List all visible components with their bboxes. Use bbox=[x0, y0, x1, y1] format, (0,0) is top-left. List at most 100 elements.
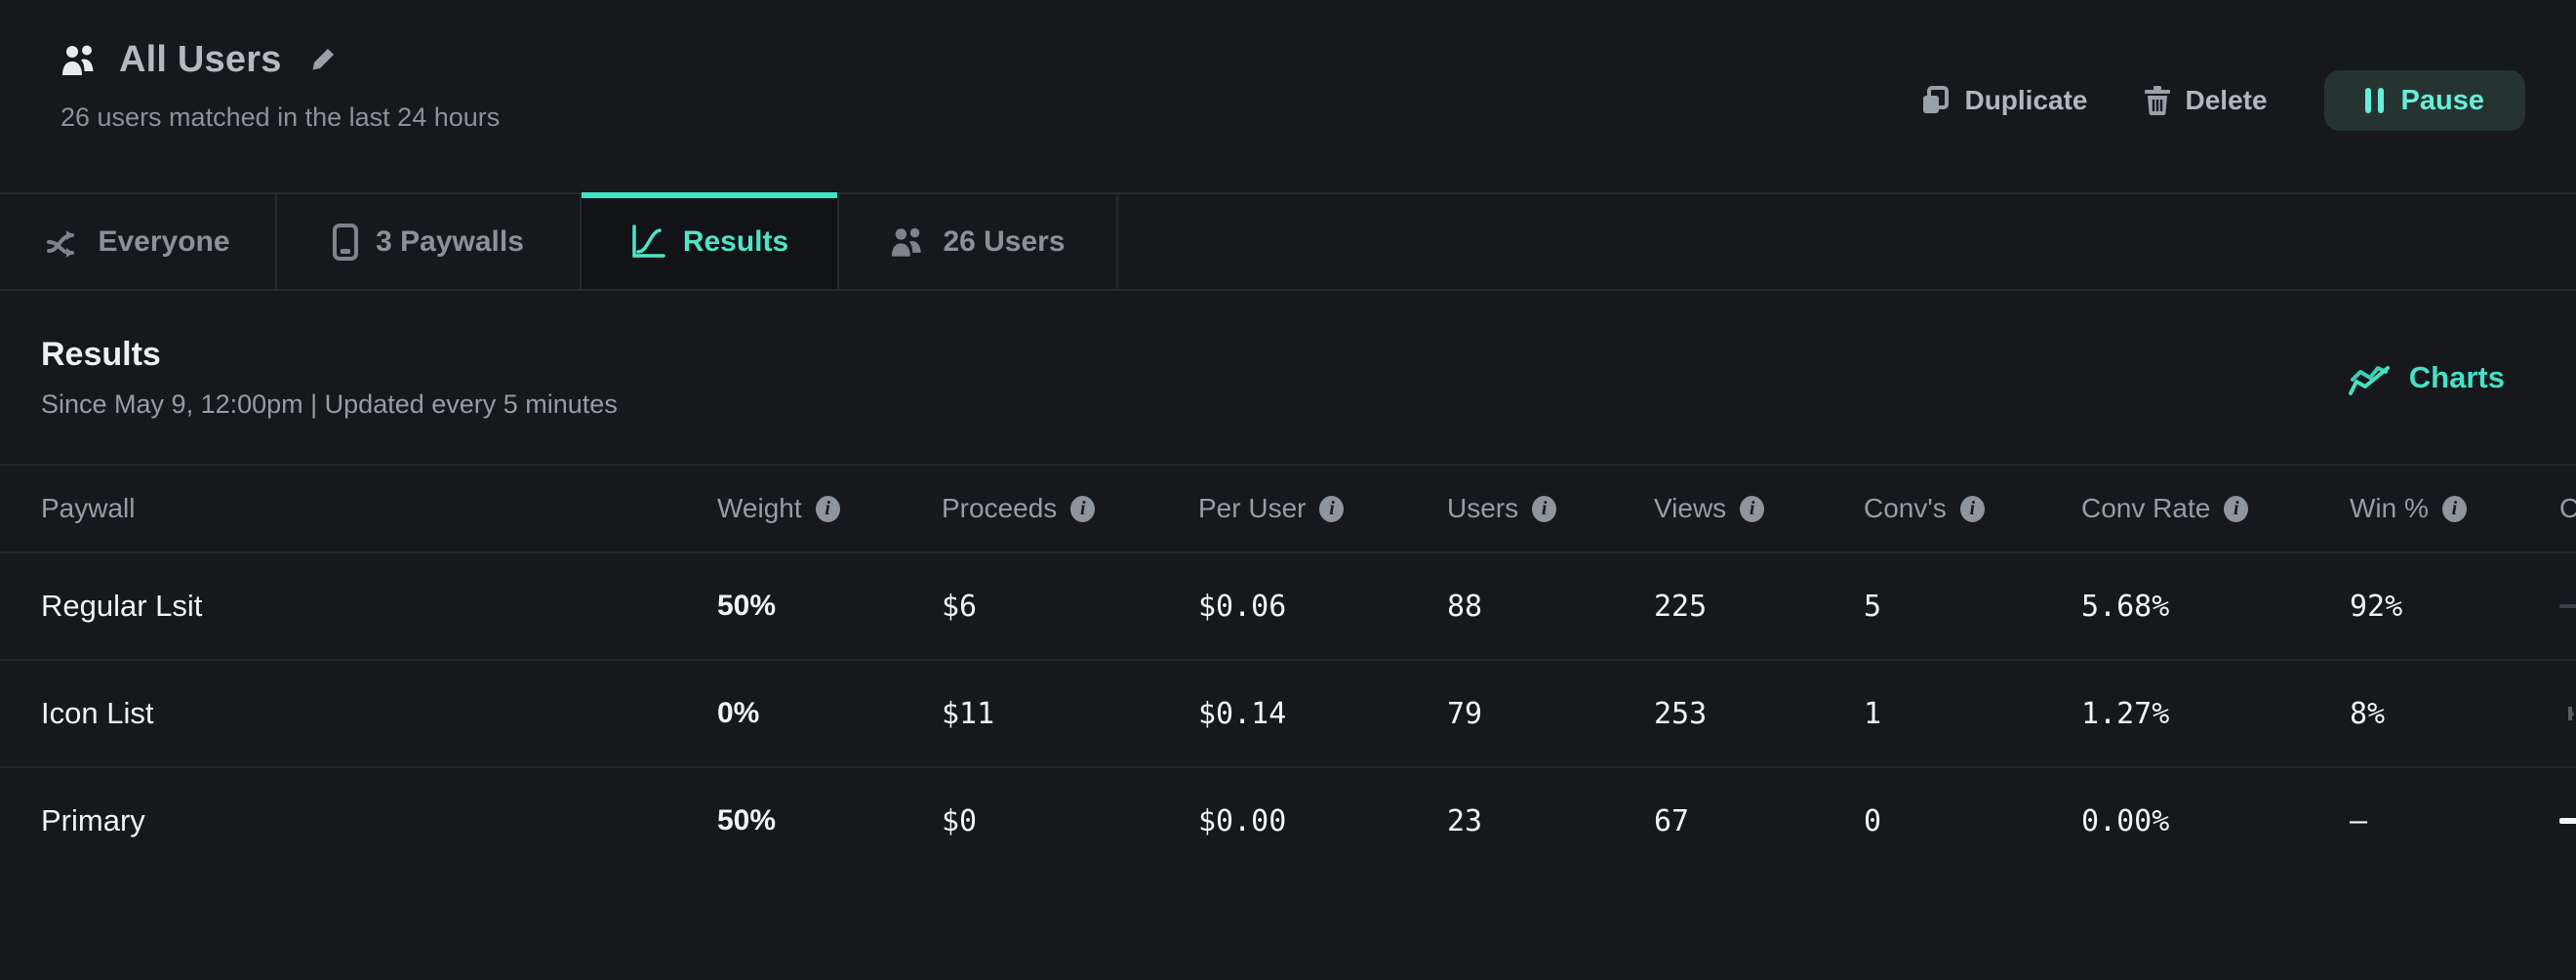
views-cell: 225 bbox=[1654, 589, 1708, 624]
info-icon[interactable]: i bbox=[1532, 495, 1557, 522]
column-header-last: C bbox=[2559, 493, 2576, 524]
page-title: All Users bbox=[119, 39, 282, 80]
column-label: C bbox=[2559, 493, 2576, 523]
tab-label: 26 Users bbox=[943, 225, 1066, 258]
trash-icon bbox=[2144, 86, 2170, 115]
tab-3-paywalls[interactable]: 3 Paywalls bbox=[277, 194, 582, 289]
column-header-proceeds: Proceeds i bbox=[942, 493, 1198, 524]
badge-fragment bbox=[2559, 696, 2576, 731]
column-label: Proceeds bbox=[942, 493, 1058, 523]
truncated-cell bbox=[2559, 696, 2576, 731]
tab-label: Results bbox=[682, 225, 789, 258]
views-cell: 253 bbox=[1654, 696, 1708, 731]
tabstrip: Everyone 3 Paywalls Results 26 Users bbox=[0, 192, 2576, 291]
table-row[interactable]: Regular Lsit 50% $6 $0.06 88 225 5 5.68% 92% bbox=[0, 551, 2576, 659]
column-header-conv_rate: Conv Rate i bbox=[2081, 493, 2350, 524]
dash-fragment bbox=[2559, 818, 2576, 824]
weight-cell: 0% bbox=[717, 697, 760, 729]
column-label: Win % bbox=[2350, 493, 2429, 523]
win-cell: – bbox=[2350, 803, 2368, 838]
table-row[interactable]: Primary 50% $0 $0.00 23 67 0 0.00% – bbox=[0, 766, 2576, 874]
convs-cell: 1 bbox=[1864, 696, 1882, 731]
users-icon bbox=[60, 45, 98, 75]
users-cell: 79 bbox=[1447, 696, 1483, 731]
tab-results[interactable]: Results bbox=[582, 192, 839, 289]
weight-cell: 50% bbox=[717, 804, 777, 837]
tab-label: 3 Paywalls bbox=[376, 225, 524, 258]
audience-filter-icon bbox=[45, 226, 80, 258]
truncated-cell bbox=[2559, 818, 2576, 824]
weight-cell: 50% bbox=[717, 590, 777, 622]
results-heading: Results bbox=[41, 335, 161, 373]
column-label: Users bbox=[1447, 493, 1519, 523]
paywall-name-cell: Regular Lsit bbox=[41, 589, 203, 623]
per-user-cell: $0.06 bbox=[1198, 589, 1287, 624]
proceeds-cell: $6 bbox=[942, 589, 978, 624]
info-icon[interactable]: i bbox=[1070, 495, 1096, 522]
tab-label: Everyone bbox=[98, 225, 230, 258]
column-header-win: Win % i bbox=[2350, 493, 2559, 524]
per-user-cell: $0.00 bbox=[1198, 803, 1287, 838]
conv-rate-cell: 5.68% bbox=[2081, 589, 2170, 624]
truncated-cell bbox=[2559, 604, 2576, 608]
info-icon[interactable]: i bbox=[1740, 495, 1765, 522]
column-header-convs: Conv's i bbox=[1864, 493, 2081, 524]
results-curve-icon bbox=[630, 224, 665, 260]
win-cell: 8% bbox=[2350, 696, 2386, 731]
proceeds-cell: $11 bbox=[942, 696, 995, 731]
matched-users-subtitle: 26 users matched in the last 24 hours bbox=[60, 102, 501, 132]
conv-rate-cell: 0.00% bbox=[2081, 803, 2170, 838]
delete-label: Delete bbox=[2185, 85, 2268, 115]
pause-button[interactable]: Pause bbox=[2323, 70, 2525, 131]
results-table: Paywall Weight i Proceeds i Per User i Users i Vi… bbox=[0, 464, 2576, 874]
users-cell: 23 bbox=[1447, 803, 1483, 838]
conv-rate-cell: 1.27% bbox=[2081, 696, 2170, 731]
charts-button[interactable]: Charts bbox=[2348, 359, 2505, 395]
proceeds-cell: $0 bbox=[942, 803, 978, 838]
app-header: All Users 26 users matched in the last 2… bbox=[0, 0, 2576, 192]
column-label: Paywall bbox=[41, 493, 136, 523]
win-cell: 92% bbox=[2350, 589, 2403, 624]
table-header-row: Paywall Weight i Proceeds i Per User i Users i Vi… bbox=[0, 464, 2576, 551]
column-header-paywall: Paywall bbox=[0, 493, 717, 524]
pause-icon bbox=[2364, 88, 2384, 113]
column-header-weight: Weight i bbox=[717, 493, 942, 524]
column-label: Conv's bbox=[1864, 493, 1947, 523]
convs-cell: 0 bbox=[1864, 803, 1882, 838]
results-subheading: Since May 9, 12:00pm | Updated every 5 m… bbox=[41, 388, 618, 419]
duplicate-icon bbox=[1921, 86, 1950, 115]
column-header-per_user: Per User i bbox=[1198, 493, 1447, 524]
info-icon[interactable]: i bbox=[815, 495, 840, 522]
per-user-cell: $0.14 bbox=[1198, 696, 1287, 731]
table-row[interactable]: Icon List 0% $11 $0.14 79 253 1 1.27% 8% bbox=[0, 659, 2576, 766]
charts-label: Charts bbox=[2408, 359, 2505, 394]
phone-icon bbox=[333, 223, 359, 261]
paywall-name-cell: Primary bbox=[41, 803, 145, 837]
paywall-name-cell: Icon List bbox=[41, 696, 154, 730]
duplicate-button[interactable]: Duplicate bbox=[1921, 85, 2088, 116]
info-icon[interactable]: i bbox=[1319, 495, 1345, 522]
column-header-views: Views i bbox=[1654, 493, 1864, 524]
charts-line-icon bbox=[2348, 360, 2390, 395]
info-icon[interactable]: i bbox=[1959, 495, 1985, 522]
column-label: Views bbox=[1654, 493, 1727, 523]
tab-26-users[interactable]: 26 Users bbox=[839, 194, 1118, 289]
views-cell: 67 bbox=[1654, 803, 1690, 838]
users-icon bbox=[890, 227, 925, 257]
edit-title-button[interactable] bbox=[303, 42, 341, 79]
pause-label: Pause bbox=[2400, 84, 2484, 116]
column-label: Conv Rate bbox=[2081, 493, 2211, 523]
muted-dash-fragment bbox=[2559, 604, 2576, 608]
info-icon[interactable]: i bbox=[2224, 495, 2249, 522]
pencil-icon bbox=[307, 46, 337, 75]
column-header-users: Users i bbox=[1447, 493, 1654, 524]
info-icon[interactable]: i bbox=[2441, 495, 2467, 522]
results-meta-section: Results Since May 9, 12:00pm | Updated e… bbox=[0, 291, 2576, 464]
column-label: Per User bbox=[1198, 493, 1307, 523]
convs-cell: 5 bbox=[1864, 589, 1882, 624]
column-label: Weight bbox=[717, 493, 802, 523]
duplicate-label: Duplicate bbox=[1964, 85, 2088, 115]
delete-button[interactable]: Delete bbox=[2144, 85, 2268, 116]
tab-everyone[interactable]: Everyone bbox=[0, 194, 277, 289]
users-cell: 88 bbox=[1447, 589, 1483, 624]
